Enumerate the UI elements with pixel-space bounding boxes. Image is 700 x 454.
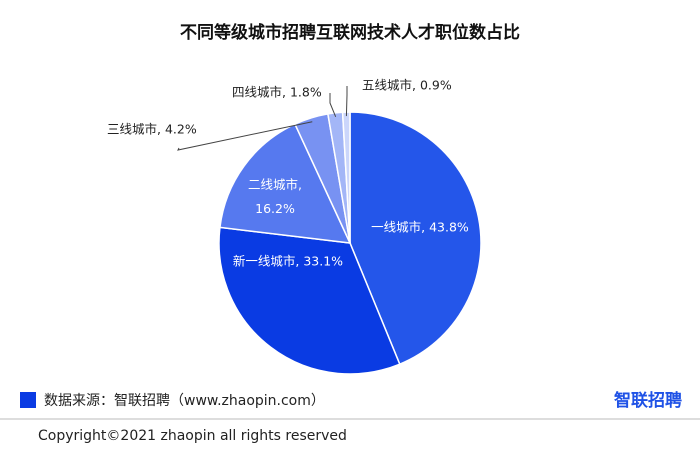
data-label: 四线城市, 1.8% <box>232 85 322 100</box>
source: 数据来源：智联招聘（www.zhaopin.com） <box>44 393 325 409</box>
label-line: 二线城市, <box>248 177 302 192</box>
leader-line <box>329 93 337 118</box>
logo: 智联招聘 <box>614 390 682 411</box>
data-label: 五线城市, 0.9% <box>362 78 452 93</box>
data-label: 新一线城市, 33.1% <box>233 254 343 269</box>
pie-slice <box>219 123 352 244</box>
chart-title: 不同等级城市招聘互联网技术人才职位数占比 <box>180 22 520 43</box>
leader-line <box>177 121 313 151</box>
copyright: Copyright©2021 zhaopin all rights reserv… <box>38 428 347 444</box>
pie-slice <box>349 111 482 366</box>
data-label: 三线城市, 4.2% <box>107 122 197 137</box>
label-line: 16.2% <box>255 201 295 216</box>
pie-slice <box>218 226 401 375</box>
data-label: 二线城市, 16.2% <box>248 177 302 216</box>
leader-line <box>345 86 348 117</box>
source-marker <box>20 392 36 408</box>
data-label: 一线城市, 43.8% <box>371 220 469 235</box>
